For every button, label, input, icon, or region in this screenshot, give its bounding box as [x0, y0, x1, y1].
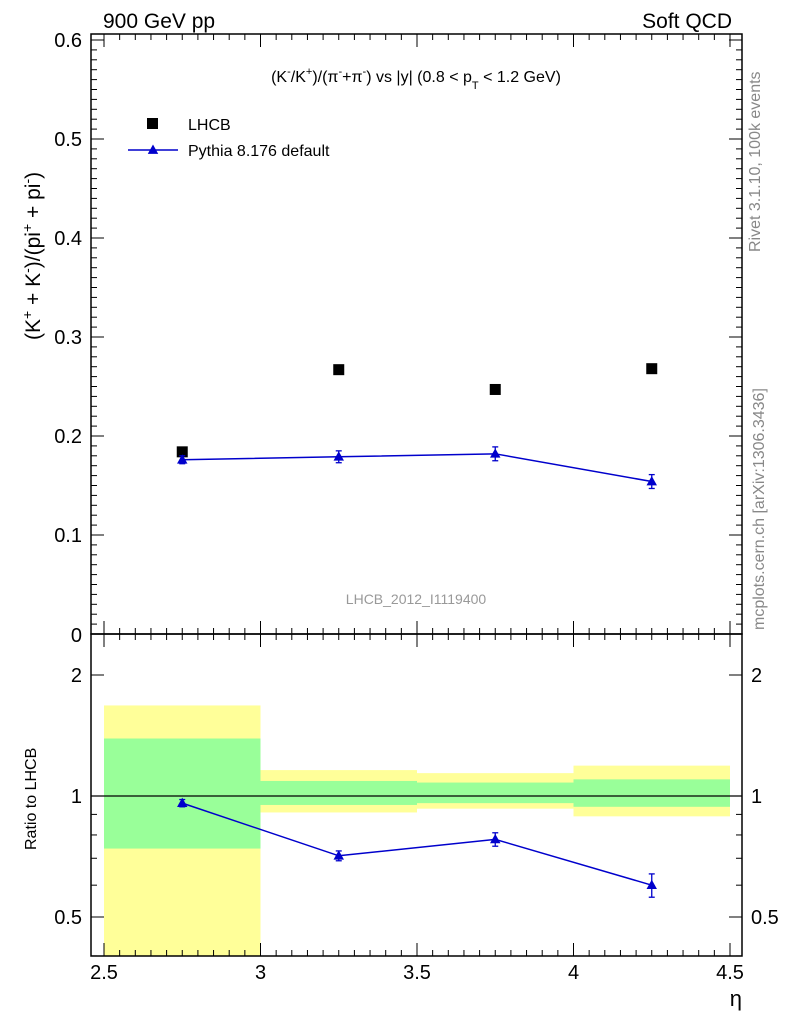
header-left: 900 GeV pp	[103, 10, 215, 33]
legend-pythia-marker	[147, 144, 159, 154]
ratio-y-tick-label-right: 2	[751, 665, 762, 687]
x-axis-label: η	[730, 986, 742, 1011]
x-tick-label: 4	[568, 962, 579, 984]
ratio-y-tick-label: 2	[71, 665, 82, 687]
rivet-label: Rivet 3.1.10, 100k events	[747, 71, 764, 252]
main-title: (K-/K+)/(π-+π-) vs |y| (0.8 < pT < 1.2 G…	[271, 66, 561, 92]
inner-band-0	[104, 738, 261, 849]
lhcb-data-point	[176, 446, 188, 458]
main-y-tick-label: 0.2	[54, 426, 82, 448]
pythia-ratio-point	[490, 833, 501, 844]
main-y-tick-label: 0.3	[54, 327, 82, 349]
lhcb-data-point	[333, 364, 345, 376]
main-y-tick-label: 0.1	[54, 525, 82, 547]
analysis-watermark: LHCB_2012_I1119400	[346, 591, 487, 607]
pythia-ratio-line	[182, 802, 652, 886]
ratio-plot: 2.5 3 3.5 4 4.5 0.5 0.5 1 1 2 2	[54, 633, 779, 984]
main-y-tick-label: 0.6	[54, 30, 82, 52]
x-tick-label: 3	[255, 962, 266, 984]
pythia-ratio-point	[177, 797, 188, 807]
x-tick-label: 3.5	[403, 962, 431, 984]
pythia-line	[182, 453, 652, 483]
legend: LHCB Pythia 8.176 default	[128, 117, 330, 160]
main-y-zero-label: 0	[71, 625, 82, 647]
inner-band-2	[417, 782, 574, 804]
ratio-y-tick-label: 0.5	[54, 907, 82, 929]
main-y-label: (K+ + K-)/(pi+ + pi-)	[19, 172, 45, 340]
legend-lhcb-marker	[147, 118, 158, 129]
x-tick-label: 2.5	[90, 962, 118, 984]
header-right: Soft QCD	[642, 10, 732, 33]
pythia-point	[490, 448, 501, 458]
lhcb-data-point	[646, 363, 658, 375]
mcplots-label: mcplots.cern.ch [arXiv:1306.3436]	[751, 388, 768, 630]
pythia-point	[177, 454, 188, 464]
lhcb-data-point	[489, 383, 501, 395]
main-y-tick-label: 0.4	[54, 228, 82, 250]
legend-pythia-label: Pythia 8.176 default	[188, 143, 330, 160]
ratio-y-tick-label-right: 1	[751, 786, 762, 808]
x-tick-label: 4.5	[716, 962, 744, 984]
inner-band-3	[573, 779, 730, 807]
pythia-ratio-point	[333, 850, 344, 860]
ratio-y-label: Ratio to LHCB	[23, 748, 40, 850]
legend-lhcb-label: LHCB	[188, 117, 231, 134]
inner-band-1	[260, 780, 417, 805]
pythia-point	[333, 451, 344, 461]
main-plot: 0.1 0.2 0.3 0.4 0.5 0.6 0	[54, 30, 743, 647]
ratio-y-tick-label: 1	[71, 786, 82, 808]
pythia-ratio-point	[646, 879, 657, 890]
ratio-y-tick-label-right: 0.5	[751, 907, 779, 929]
pythia-point	[646, 476, 657, 486]
main-y-tick-label: 0.5	[54, 129, 82, 151]
